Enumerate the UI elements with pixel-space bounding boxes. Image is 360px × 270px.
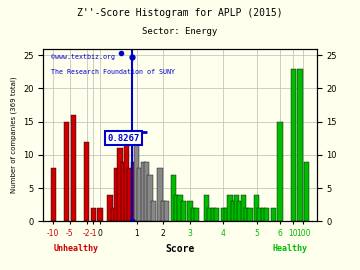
Bar: [214, 208, 219, 221]
Bar: [271, 208, 276, 221]
Bar: [254, 195, 260, 221]
Bar: [278, 122, 283, 221]
Bar: [157, 168, 163, 221]
Bar: [204, 195, 210, 221]
Bar: [97, 208, 103, 221]
Text: The Research Foundation of SUNY: The Research Foundation of SUNY: [51, 69, 175, 75]
Bar: [174, 195, 179, 221]
Text: Healthy: Healthy: [273, 244, 307, 253]
Bar: [107, 195, 113, 221]
Text: Z''-Score Histogram for APLP (2015): Z''-Score Histogram for APLP (2015): [77, 8, 283, 18]
Bar: [241, 195, 246, 221]
Bar: [71, 115, 76, 221]
Bar: [161, 201, 166, 221]
Bar: [244, 208, 249, 221]
Y-axis label: Number of companies (369 total): Number of companies (369 total): [11, 77, 17, 193]
Bar: [131, 161, 136, 221]
Text: Sector: Energy: Sector: Energy: [142, 27, 218, 36]
Bar: [114, 168, 119, 221]
Bar: [181, 201, 186, 221]
Bar: [137, 168, 143, 221]
Bar: [237, 201, 243, 221]
Bar: [164, 201, 169, 221]
Bar: [231, 201, 236, 221]
Bar: [304, 161, 310, 221]
Bar: [50, 168, 56, 221]
Bar: [247, 208, 253, 221]
Bar: [64, 122, 69, 221]
Bar: [211, 208, 216, 221]
Bar: [261, 208, 266, 221]
Bar: [224, 208, 229, 221]
Bar: [191, 208, 196, 221]
Bar: [264, 208, 269, 221]
Bar: [117, 148, 123, 221]
Bar: [150, 201, 156, 221]
Bar: [147, 175, 153, 221]
Bar: [144, 161, 149, 221]
Bar: [228, 195, 233, 221]
Bar: [171, 175, 176, 221]
Bar: [257, 208, 263, 221]
Bar: [141, 161, 146, 221]
Bar: [187, 201, 193, 221]
Text: Unhealthy: Unhealthy: [54, 244, 99, 253]
Bar: [194, 208, 199, 221]
Bar: [134, 135, 139, 221]
Text: 0.8267: 0.8267: [107, 134, 139, 143]
Bar: [127, 168, 132, 221]
Bar: [234, 195, 239, 221]
Bar: [177, 195, 183, 221]
Bar: [84, 142, 89, 221]
X-axis label: Score: Score: [165, 244, 195, 254]
Text: ©www.textbiz.org: ©www.textbiz.org: [51, 54, 116, 60]
Bar: [91, 208, 96, 221]
Bar: [207, 208, 213, 221]
Bar: [297, 69, 303, 221]
Bar: [124, 142, 129, 221]
Bar: [221, 208, 226, 221]
Bar: [121, 161, 126, 221]
Bar: [291, 69, 296, 221]
Bar: [111, 208, 116, 221]
